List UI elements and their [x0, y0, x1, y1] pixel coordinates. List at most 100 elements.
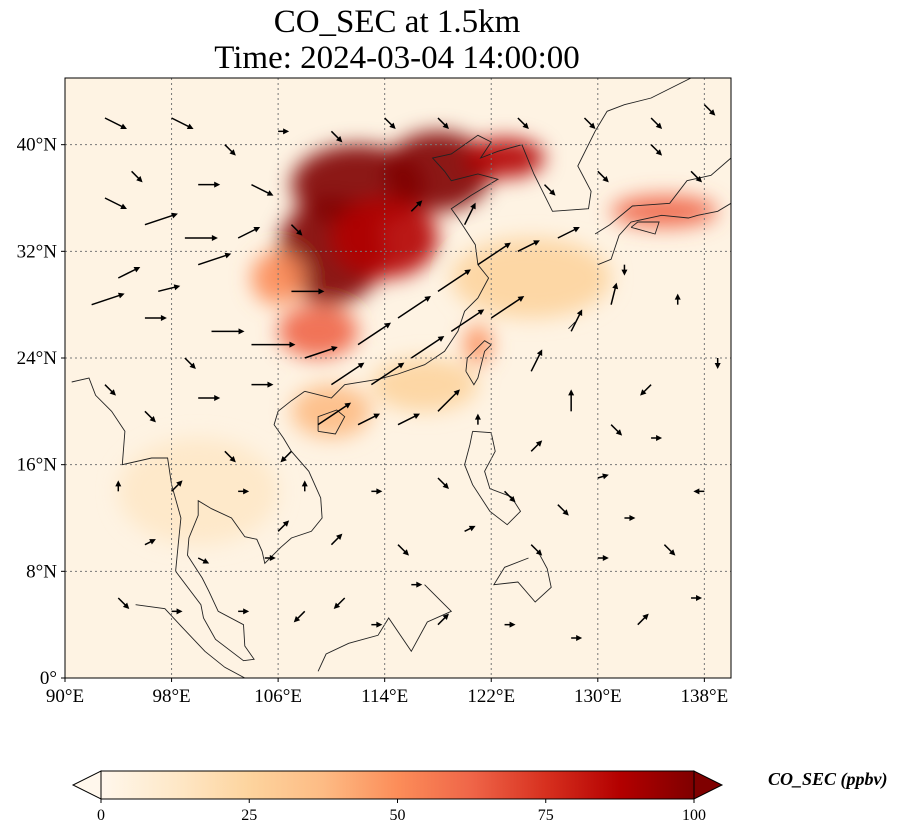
- wind-arrow-95: [640, 384, 652, 396]
- wind-arrow-12: [397, 296, 431, 319]
- wind-arrow-72: [384, 117, 396, 129]
- wind-arrow-61: [371, 621, 383, 628]
- wind-arrow-78: [131, 170, 143, 183]
- lat-tick-label: 0°: [40, 668, 57, 689]
- wind-arrow-47: [144, 539, 156, 546]
- wind-arrow-31: [651, 435, 663, 441]
- wind-arrow-84: [104, 384, 116, 396]
- wind-arrow-81: [290, 224, 303, 236]
- wind-arrow-22: [317, 402, 352, 426]
- wind-arrow-29: [568, 389, 575, 412]
- wind-arrow-18: [370, 362, 405, 386]
- wind-arrow-100: [411, 581, 423, 588]
- wind-arrow-28: [610, 282, 619, 305]
- plume-4: [464, 138, 545, 178]
- wind-arrow-39: [238, 488, 250, 495]
- wind-arrow-25: [437, 389, 460, 412]
- wind-arrow-45: [280, 450, 292, 463]
- wind-arrow-30: [610, 424, 623, 436]
- wind-arrow-89: [597, 170, 609, 183]
- colorbar-tick-label: 75: [538, 807, 554, 824]
- wind-arrow-63: [504, 621, 516, 628]
- plume-9: [464, 324, 492, 365]
- lat-tick-label: 8°N: [26, 561, 57, 582]
- wind-arrow-35: [504, 490, 516, 503]
- wind-arrow-73: [437, 117, 449, 129]
- lat-tick-label: 16°N: [17, 455, 58, 476]
- wind-arrow-53: [530, 544, 543, 556]
- wind-arrow-48: [197, 557, 210, 564]
- wind-arrow-91: [690, 170, 703, 183]
- wind-arrow-54: [597, 555, 609, 561]
- wind-arrow-55: [663, 544, 676, 556]
- wind-arrow-27: [570, 309, 583, 332]
- wind-arrow-3: [197, 252, 232, 266]
- lon-tick-label: 114°E: [361, 686, 408, 707]
- wind-arrow-93: [674, 293, 681, 305]
- wind-arrow-46: [224, 450, 236, 463]
- wind-arrow-67: [104, 117, 127, 129]
- wind-arrow-4: [117, 267, 141, 279]
- colorbar: 0 25 50 75 100: [71, 770, 724, 824]
- wind-arrow-80: [251, 183, 274, 196]
- map-frame: [64, 77, 732, 679]
- coastline-9: [594, 157, 731, 235]
- wind-arrow-21: [490, 296, 525, 319]
- coastline-6: [493, 551, 552, 603]
- wind-arrow-14: [477, 242, 511, 266]
- wind-arrow-85: [291, 288, 325, 295]
- coastline-0: [304, 78, 692, 399]
- wind-arrow-20: [450, 309, 485, 332]
- wind-arrow-94: [714, 358, 721, 369]
- wind-arrow-37: [371, 488, 383, 495]
- wind-arrow-90: [650, 144, 663, 156]
- coastline-2: [135, 604, 246, 678]
- wind-arrow-87: [463, 202, 476, 226]
- wind-arrow-65: [637, 613, 649, 626]
- coastline-11: [568, 321, 576, 330]
- wind-arrow-10: [304, 346, 338, 359]
- map-title: CO_SEC at 1.5km: [273, 4, 521, 40]
- lat-tick-label: 32°N: [17, 241, 58, 262]
- wind-arrow-76: [650, 117, 663, 129]
- wind-arrow-79: [198, 181, 221, 188]
- wind-arrow-43: [198, 395, 221, 401]
- wind-arrow-88: [543, 184, 556, 196]
- wind-arrow-42: [144, 410, 156, 423]
- gridlines: [65, 78, 731, 678]
- wind-arrow-9: [251, 341, 296, 348]
- colorbar-tick-label: 0: [97, 807, 105, 824]
- coastline-8: [597, 202, 731, 266]
- plume-6: [278, 304, 359, 359]
- wind-arrow-26: [530, 349, 543, 372]
- wind-arrow-75: [583, 117, 596, 129]
- lon-tick-label: 106°E: [254, 686, 302, 707]
- lon-tick-label: 122°E: [467, 686, 515, 707]
- axis-ticks: 90°E 98°E 106°E 114°E 122°E 130°E 138°E 0° 8°N 16…: [17, 135, 729, 707]
- colorbar-tick-label: 100: [682, 807, 706, 824]
- map-subtitle-time: Time: 2024-03-04 14:00:00: [214, 40, 580, 76]
- wind-arrow-64: [571, 635, 583, 641]
- colorbar-label: CO_SEC (ppbv): [768, 769, 888, 789]
- wind-arrow-41: [115, 480, 122, 492]
- wind-arrow-68: [171, 117, 194, 129]
- wind-arrow-44: [251, 381, 274, 388]
- wind-arrow-16: [557, 227, 580, 239]
- wind-arrow-60: [293, 610, 306, 623]
- coastline-10: [630, 221, 660, 235]
- wind-arrow-33: [530, 440, 543, 452]
- wind-arrow-57: [117, 597, 130, 609]
- wind-arrow-15: [517, 240, 540, 253]
- wind-arrow-74: [517, 117, 529, 129]
- wind-arrow-23: [357, 413, 381, 426]
- wind-arrow-13: [437, 269, 471, 292]
- coastlines: [71, 78, 731, 678]
- plume-11: [118, 438, 279, 545]
- wind-arrow-97: [624, 515, 636, 521]
- wind-arrow-82: [237, 227, 261, 239]
- wind-arrow-52: [464, 525, 476, 533]
- wind-arrow-96: [557, 504, 569, 516]
- wind-vectors: [91, 104, 721, 641]
- wind-arrow-50: [330, 533, 343, 546]
